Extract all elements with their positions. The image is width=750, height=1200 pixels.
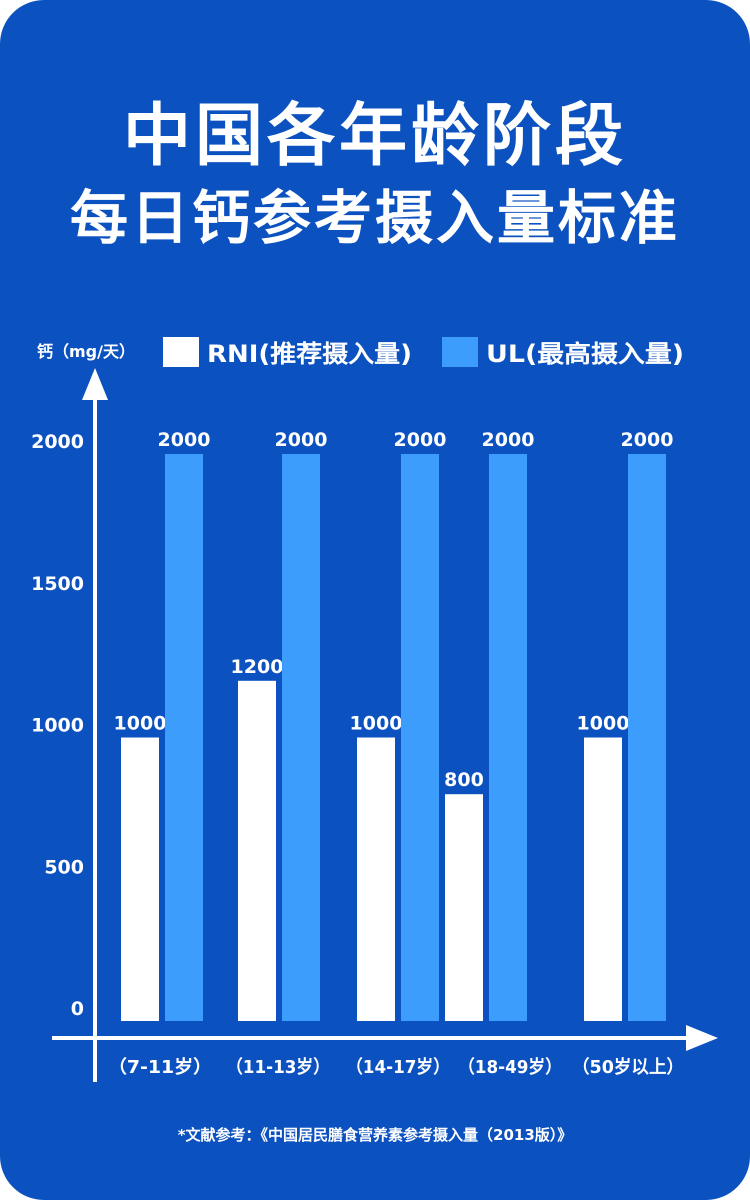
y-tick-label-1500: 1500 bbox=[31, 573, 84, 595]
footnote-reference: *文献参考：《中国居民膳食营养素参考摄入量（2013版）》 bbox=[177, 1126, 573, 1144]
ul-bar-2 bbox=[282, 454, 320, 1021]
x-category-label-4: （18-49岁） bbox=[458, 1056, 562, 1078]
rni-bar-4 bbox=[445, 794, 483, 1021]
y-axis-arrow bbox=[82, 368, 108, 400]
rni-value-label-1: 1000 bbox=[114, 713, 167, 735]
legend-swatch-ul bbox=[442, 337, 478, 367]
rni-bar-5 bbox=[584, 737, 622, 1021]
x-category-label-5: （50岁以上） bbox=[572, 1056, 684, 1078]
ul-value-label-2: 2000 bbox=[275, 429, 328, 451]
x-axis-arrow bbox=[686, 1025, 718, 1051]
y-tick-label-2000: 2000 bbox=[31, 431, 84, 453]
rni-value-label-4: 800 bbox=[444, 769, 484, 791]
ul-value-label-4: 2000 bbox=[482, 429, 535, 451]
legend-swatch-rni bbox=[163, 337, 199, 367]
rni-value-label-3: 1000 bbox=[350, 713, 403, 735]
y-tick-label-1000: 1000 bbox=[31, 715, 84, 737]
rni-bar-1 bbox=[121, 737, 159, 1021]
ul-value-label-3: 2000 bbox=[394, 429, 447, 451]
ul-value-label-5: 2000 bbox=[621, 429, 674, 451]
y-tick-label-500: 500 bbox=[44, 856, 84, 878]
ul-value-label-1: 2000 bbox=[158, 429, 211, 451]
x-category-label-3: （14-17岁） bbox=[346, 1056, 450, 1078]
rni-bar-2 bbox=[238, 680, 276, 1021]
ul-bar-1 bbox=[165, 454, 203, 1021]
legend-label-rni: RNI(推荐摄入量) bbox=[207, 340, 412, 368]
rni-value-label-5: 1000 bbox=[577, 713, 630, 735]
title-line-1: 中国各年龄阶段 bbox=[122, 97, 627, 176]
title-line-2: 每日钙参考摄入量标准 bbox=[69, 184, 680, 252]
legend-label-ul: UL(最高摄入量) bbox=[486, 340, 684, 368]
rni-bar-3 bbox=[357, 737, 395, 1021]
ul-bar-4 bbox=[489, 454, 527, 1021]
y-tick-label-0: 0 bbox=[71, 998, 84, 1020]
x-category-label-2: （11-13岁） bbox=[226, 1056, 330, 1078]
rni-value-label-2: 1200 bbox=[231, 656, 284, 678]
ul-bar-3 bbox=[401, 454, 439, 1021]
y-axis-title: 钙（mg/天） bbox=[37, 342, 135, 361]
x-category-label-1: （7-11岁） bbox=[108, 1056, 212, 1078]
ul-bar-5 bbox=[628, 454, 666, 1021]
